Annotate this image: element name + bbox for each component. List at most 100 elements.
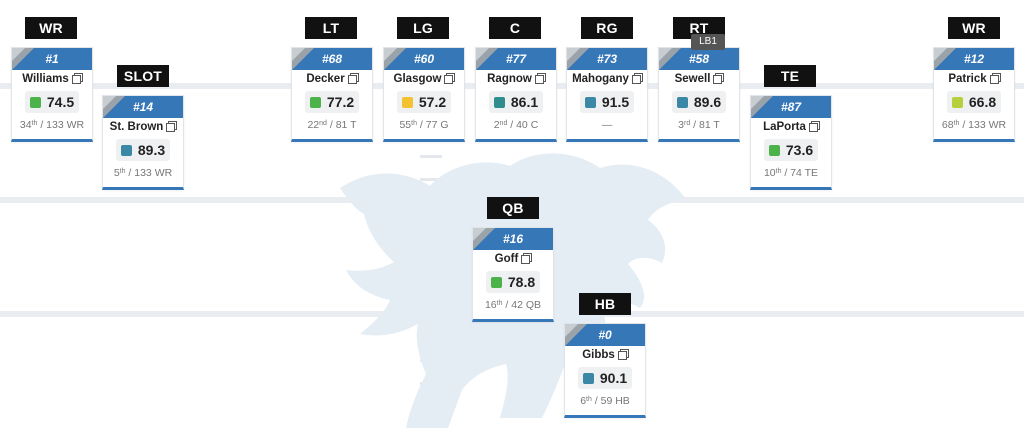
player-name-row[interactable]: Glasgow (384, 70, 464, 89)
copy-icon[interactable] (617, 349, 629, 360)
jersey-number: #73 (567, 48, 647, 70)
corner-triangle (473, 228, 495, 250)
corner-triangle (476, 48, 498, 70)
grade-box: 78.8 (486, 271, 540, 293)
rank-text: 10th / 74 TE (763, 167, 819, 179)
player-card[interactable]: #77 Ragnow 86.1 2nd / 40 C (475, 47, 557, 142)
grade-color-dot (768, 144, 780, 156)
grade-box: 90.1 (578, 367, 632, 389)
grade-value: 73.6 (785, 142, 814, 158)
grade-box: 57.2 (397, 91, 451, 113)
player-name[interactable]: St. Brown (109, 121, 164, 133)
grade-box: 74.5 (25, 91, 79, 113)
player-name-row[interactable]: Mahogany (567, 70, 647, 89)
player-name-row[interactable]: Gibbs (565, 346, 645, 365)
rank-text: 68th / 133 WR (941, 119, 1007, 131)
position-tag: WR (25, 17, 77, 39)
player-card[interactable]: #16 Goff 78.8 16th / 42 QB (472, 227, 554, 322)
player-name-row[interactable]: Sewell (659, 70, 739, 89)
jersey-number: #16 (473, 228, 553, 250)
copy-icon[interactable] (71, 73, 83, 84)
player-card[interactable]: #68 Decker 77.2 22nd / 81 T (291, 47, 373, 142)
jersey-number: #12 (934, 48, 1014, 70)
jersey-number: #14 (103, 96, 183, 118)
player-card[interactable]: #73 Mahogany 91.5 — (566, 47, 648, 142)
copy-icon[interactable] (166, 121, 178, 132)
player-name[interactable]: Ragnow (487, 73, 532, 85)
player-name[interactable]: Sewell (674, 73, 711, 85)
grade-color-dot (309, 96, 321, 108)
copy-icon[interactable] (534, 73, 546, 84)
position-tag: HB (579, 293, 631, 315)
grade-value: 66.8 (968, 94, 997, 110)
grade-color-dot (676, 96, 688, 108)
copy-icon[interactable] (989, 73, 1001, 84)
jersey-number: #68 (292, 48, 372, 70)
player-card[interactable]: #12 Patrick 66.8 68th / 133 WR (933, 47, 1015, 142)
grade-value: 78.8 (507, 274, 536, 290)
grade-box: 91.5 (580, 91, 634, 113)
player-name[interactable]: Patrick (948, 73, 987, 85)
position-tag: QB (487, 197, 539, 219)
player-card[interactable]: #58 Sewell 89.6 3rd / 81 T (658, 47, 740, 142)
player-card[interactable]: #87 LaPorta 73.6 10th / 74 TE (750, 95, 832, 190)
jersey-number: #87 (751, 96, 831, 118)
grade-box: 89.3 (116, 139, 170, 161)
player-name-row[interactable]: Williams (12, 70, 92, 89)
rank-text: 34th / 133 WR (19, 119, 85, 131)
grade-color-dot (493, 96, 505, 108)
player-name[interactable]: Decker (306, 73, 345, 85)
tooltip-lb1: LB1 (691, 34, 725, 50)
player-name-row[interactable]: LaPorta (751, 118, 831, 137)
rank-text: 5th / 133 WR (113, 167, 173, 179)
position-tag: WR (948, 17, 1000, 39)
player-name-row[interactable]: Ragnow (476, 70, 556, 89)
grade-color-dot (120, 144, 132, 156)
player-card[interactable]: #60 Glasgow 57.2 55th / 77 G (383, 47, 465, 142)
corner-triangle (659, 48, 681, 70)
grade-color-dot (951, 96, 963, 108)
player-name[interactable]: Goff (494, 253, 519, 265)
copy-icon[interactable] (444, 73, 456, 84)
grade-box: 89.6 (672, 91, 726, 113)
player-name[interactable]: Gibbs (582, 349, 615, 361)
grade-value: 91.5 (601, 94, 630, 110)
hash-mark (420, 155, 442, 158)
position-tag: RG (581, 17, 633, 39)
copy-icon[interactable] (347, 73, 359, 84)
corner-triangle (384, 48, 406, 70)
copy-icon[interactable] (521, 253, 533, 264)
corner-triangle (103, 96, 125, 118)
player-card[interactable]: #1 Williams 74.5 34th / 133 WR (11, 47, 93, 142)
grade-value: 74.5 (46, 94, 75, 110)
grade-box: 66.8 (947, 91, 1001, 113)
player-card[interactable]: #14 St. Brown 89.3 5th / 133 WR (102, 95, 184, 190)
player-name[interactable]: LaPorta (763, 121, 806, 133)
grade-color-dot (584, 96, 596, 108)
player-name-row[interactable]: St. Brown (103, 118, 183, 137)
player-name[interactable]: Mahogany (572, 73, 629, 85)
position-tag: C (489, 17, 541, 39)
grade-color-dot (401, 96, 413, 108)
grade-box: 77.2 (305, 91, 359, 113)
corner-triangle (292, 48, 314, 70)
grade-value: 77.2 (326, 94, 355, 110)
rank-text: 3rd / 81 T (678, 119, 720, 131)
rank-text: — (601, 119, 613, 131)
copy-icon[interactable] (808, 121, 820, 132)
rank-text: 16th / 42 QB (484, 299, 542, 311)
jersey-number: #58 (659, 48, 739, 70)
rank-text: 55th / 77 G (399, 119, 449, 131)
player-card[interactable]: #0 Gibbs 90.1 6th / 59 HB (564, 323, 646, 418)
player-name-row[interactable]: Decker (292, 70, 372, 89)
hash-mark (420, 178, 442, 181)
player-name-row[interactable]: Goff (473, 250, 553, 269)
corner-triangle (12, 48, 34, 70)
copy-icon[interactable] (713, 73, 725, 84)
jersey-number: #0 (565, 324, 645, 346)
copy-icon[interactable] (631, 73, 643, 84)
player-name-row[interactable]: Patrick (934, 70, 1014, 89)
rank-text: 2nd / 40 C (493, 119, 539, 131)
player-name[interactable]: Glasgow (393, 73, 442, 85)
player-name[interactable]: Williams (22, 73, 69, 85)
